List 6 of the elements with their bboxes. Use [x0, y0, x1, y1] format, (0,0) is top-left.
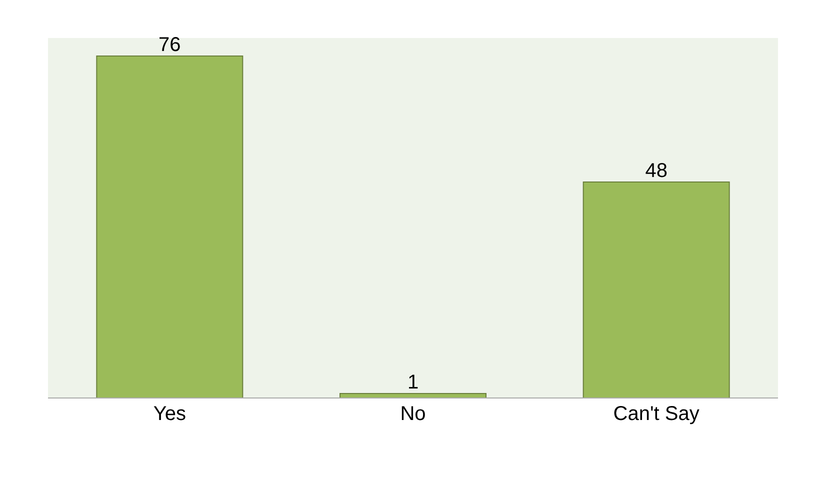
x-tick-label: No	[400, 403, 426, 426]
data-label: 76	[158, 34, 181, 56]
data-label: 1	[407, 372, 419, 394]
x-tick-label: Yes	[153, 403, 186, 426]
x-tick-label: Can't Say	[613, 403, 700, 426]
data-label: 48	[645, 160, 668, 182]
